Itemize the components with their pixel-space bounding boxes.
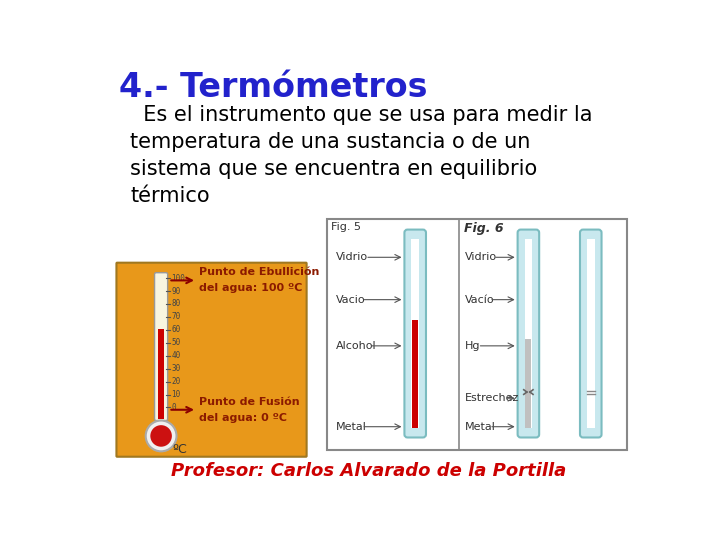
Text: Vidrio: Vidrio bbox=[465, 252, 498, 262]
FancyBboxPatch shape bbox=[405, 230, 426, 437]
Text: Hg: Hg bbox=[465, 341, 481, 351]
Text: 70: 70 bbox=[171, 313, 181, 321]
Text: Fig. 5: Fig. 5 bbox=[331, 222, 361, 232]
Bar bbox=[411, 239, 419, 428]
FancyBboxPatch shape bbox=[117, 262, 307, 457]
Text: 90: 90 bbox=[171, 287, 181, 295]
FancyBboxPatch shape bbox=[518, 230, 539, 437]
Text: 60: 60 bbox=[171, 325, 181, 334]
Bar bbox=[412, 320, 418, 428]
FancyBboxPatch shape bbox=[155, 273, 168, 421]
Text: Estrechez: Estrechez bbox=[465, 393, 520, 403]
Text: 40: 40 bbox=[171, 351, 181, 360]
Text: 50: 50 bbox=[171, 338, 181, 347]
Text: Vidrio: Vidrio bbox=[336, 252, 368, 262]
Text: Vacío: Vacío bbox=[465, 295, 495, 305]
Bar bbox=[526, 339, 531, 428]
Text: 4.- Termómetros: 4.- Termómetros bbox=[119, 71, 427, 104]
Bar bbox=[327, 219, 627, 450]
FancyBboxPatch shape bbox=[580, 230, 601, 437]
Text: 0: 0 bbox=[171, 403, 176, 412]
Text: Punto de Fusión: Punto de Fusión bbox=[199, 397, 300, 407]
Text: Metal: Metal bbox=[465, 422, 496, 431]
Text: Vacio: Vacio bbox=[336, 295, 366, 305]
Text: del agua: 100 ºC: del agua: 100 ºC bbox=[199, 284, 302, 293]
Text: 20: 20 bbox=[171, 377, 181, 386]
Text: Profesor: Carlos Alvarado de la Portilla: Profesor: Carlos Alvarado de la Portilla bbox=[171, 462, 567, 481]
Circle shape bbox=[145, 421, 176, 451]
Circle shape bbox=[150, 425, 172, 447]
Bar bbox=[525, 239, 532, 428]
Bar bbox=[587, 239, 595, 428]
Text: 10: 10 bbox=[171, 390, 181, 399]
Text: Es el instrumento que se usa para medir la
temperatura de una sustancia o de un
: Es el instrumento que se usa para medir … bbox=[130, 105, 593, 206]
Text: ºC: ºC bbox=[172, 443, 186, 456]
Text: 30: 30 bbox=[171, 364, 181, 373]
Bar bbox=[158, 329, 163, 419]
Text: Alcohol: Alcohol bbox=[336, 341, 377, 351]
Text: Metal: Metal bbox=[336, 422, 366, 431]
Text: del agua: 0 ºC: del agua: 0 ºC bbox=[199, 413, 287, 423]
Text: Punto de Ebullición: Punto de Ebullición bbox=[199, 267, 320, 278]
Text: 80: 80 bbox=[171, 300, 181, 308]
Text: 100: 100 bbox=[171, 274, 185, 282]
Text: Fig. 6: Fig. 6 bbox=[464, 222, 503, 235]
